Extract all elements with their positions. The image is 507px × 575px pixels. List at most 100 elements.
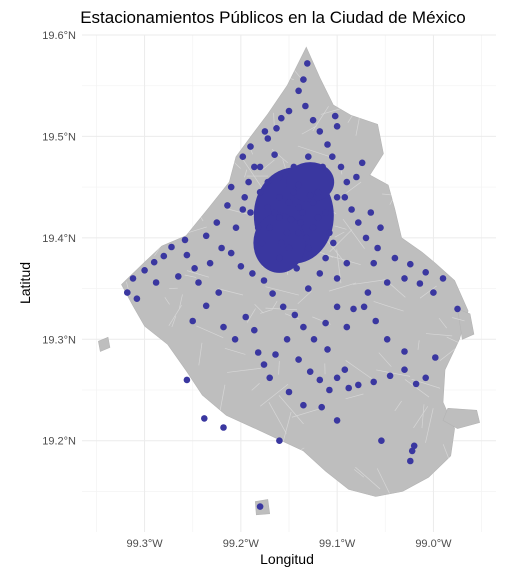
street-segment xyxy=(88,157,104,164)
parking-point xyxy=(189,318,196,325)
parking-point xyxy=(228,250,235,257)
parking-point xyxy=(430,289,437,296)
parking-point xyxy=(417,280,424,287)
street-segment xyxy=(181,474,182,489)
street-segment xyxy=(114,41,138,65)
parking-point xyxy=(319,164,326,171)
parking-point xyxy=(300,402,307,409)
street-segment xyxy=(78,521,84,535)
parking-point xyxy=(286,245,293,252)
parking-point xyxy=(310,224,317,231)
street-segment xyxy=(111,115,136,123)
parking-point xyxy=(151,259,158,266)
parking-point xyxy=(377,224,384,231)
street-segment xyxy=(269,522,280,525)
parking-point xyxy=(251,327,258,334)
x-tick-label: 99.2°W xyxy=(223,538,260,550)
street-segment xyxy=(105,455,131,473)
parking-point xyxy=(322,255,329,262)
parking-point xyxy=(345,385,352,392)
street-segment xyxy=(119,429,134,434)
street-segment xyxy=(240,72,265,74)
street-segment xyxy=(118,260,125,267)
parking-point xyxy=(372,318,379,325)
parking-point xyxy=(265,204,272,211)
parking-point xyxy=(305,245,312,252)
x-tick-labels: 99.3°W 99.2°W 99.1°W 99.0°W xyxy=(126,538,452,550)
street-segment xyxy=(82,277,83,285)
parking-point xyxy=(300,76,307,83)
parking-point xyxy=(276,194,283,201)
street-segment xyxy=(158,362,180,382)
street-segment xyxy=(160,416,193,432)
y-tick-label: 19.6°N xyxy=(42,30,76,42)
parking-point xyxy=(370,379,377,386)
street-segment xyxy=(127,395,137,431)
street-segment xyxy=(476,76,485,81)
street-segment xyxy=(260,493,272,500)
parking-point xyxy=(262,128,269,135)
street-segment xyxy=(132,163,138,172)
street-segment xyxy=(385,115,415,128)
parking-point xyxy=(303,235,310,242)
parking-point xyxy=(280,304,287,311)
street-segment xyxy=(203,96,215,101)
chart-title: Estacionamientos Públicos en la Ciudad d… xyxy=(80,8,466,27)
parking-point xyxy=(322,209,329,216)
parking-point xyxy=(295,230,302,237)
parking-point xyxy=(240,153,247,160)
parking-point xyxy=(261,277,268,284)
parking-point xyxy=(317,128,324,135)
street-segment xyxy=(183,153,191,162)
parking-point xyxy=(387,373,394,380)
y-axis-title: Latitud xyxy=(17,262,33,304)
street-segment xyxy=(202,486,208,505)
parking-point xyxy=(201,415,208,422)
parking-point xyxy=(257,164,264,171)
street-segment xyxy=(409,103,416,107)
street-segment xyxy=(179,157,185,171)
parking-point xyxy=(224,202,231,209)
parking-point xyxy=(411,443,418,450)
parking-point xyxy=(332,113,339,120)
parking-point xyxy=(291,164,298,171)
street-segment xyxy=(359,36,380,52)
parking-point xyxy=(318,404,325,411)
parking-point xyxy=(175,273,182,280)
x-tick-label: 99.0°W xyxy=(415,538,452,550)
parking-point xyxy=(168,244,175,251)
parking-point xyxy=(334,275,341,282)
parking-point xyxy=(432,354,439,361)
parking-point xyxy=(359,160,366,167)
parking-point xyxy=(295,182,302,189)
parking-point xyxy=(245,179,252,186)
street-segment xyxy=(114,473,124,476)
street-segment xyxy=(103,218,107,256)
street-segment xyxy=(213,493,239,518)
parking-point xyxy=(153,279,160,286)
parking-point xyxy=(182,237,189,244)
parking-point xyxy=(342,366,349,373)
parking-point xyxy=(278,115,285,122)
street-segment xyxy=(227,470,246,492)
parking-point xyxy=(329,153,336,160)
parking-point xyxy=(141,267,148,274)
parking-point xyxy=(257,189,264,196)
parking-point xyxy=(300,324,307,331)
street-segment xyxy=(414,240,428,244)
street-segment xyxy=(238,80,239,95)
parking-point xyxy=(413,381,420,388)
street-segment xyxy=(487,524,494,531)
parking-point xyxy=(220,424,227,431)
parking-point xyxy=(255,224,262,231)
parking-point xyxy=(310,117,317,124)
street-segment xyxy=(467,432,482,435)
parking-point xyxy=(241,194,248,201)
street-segment xyxy=(340,78,343,89)
parking-point xyxy=(284,230,291,237)
parking-point xyxy=(278,240,285,247)
parking-point xyxy=(233,224,240,231)
parking-point xyxy=(195,279,202,286)
